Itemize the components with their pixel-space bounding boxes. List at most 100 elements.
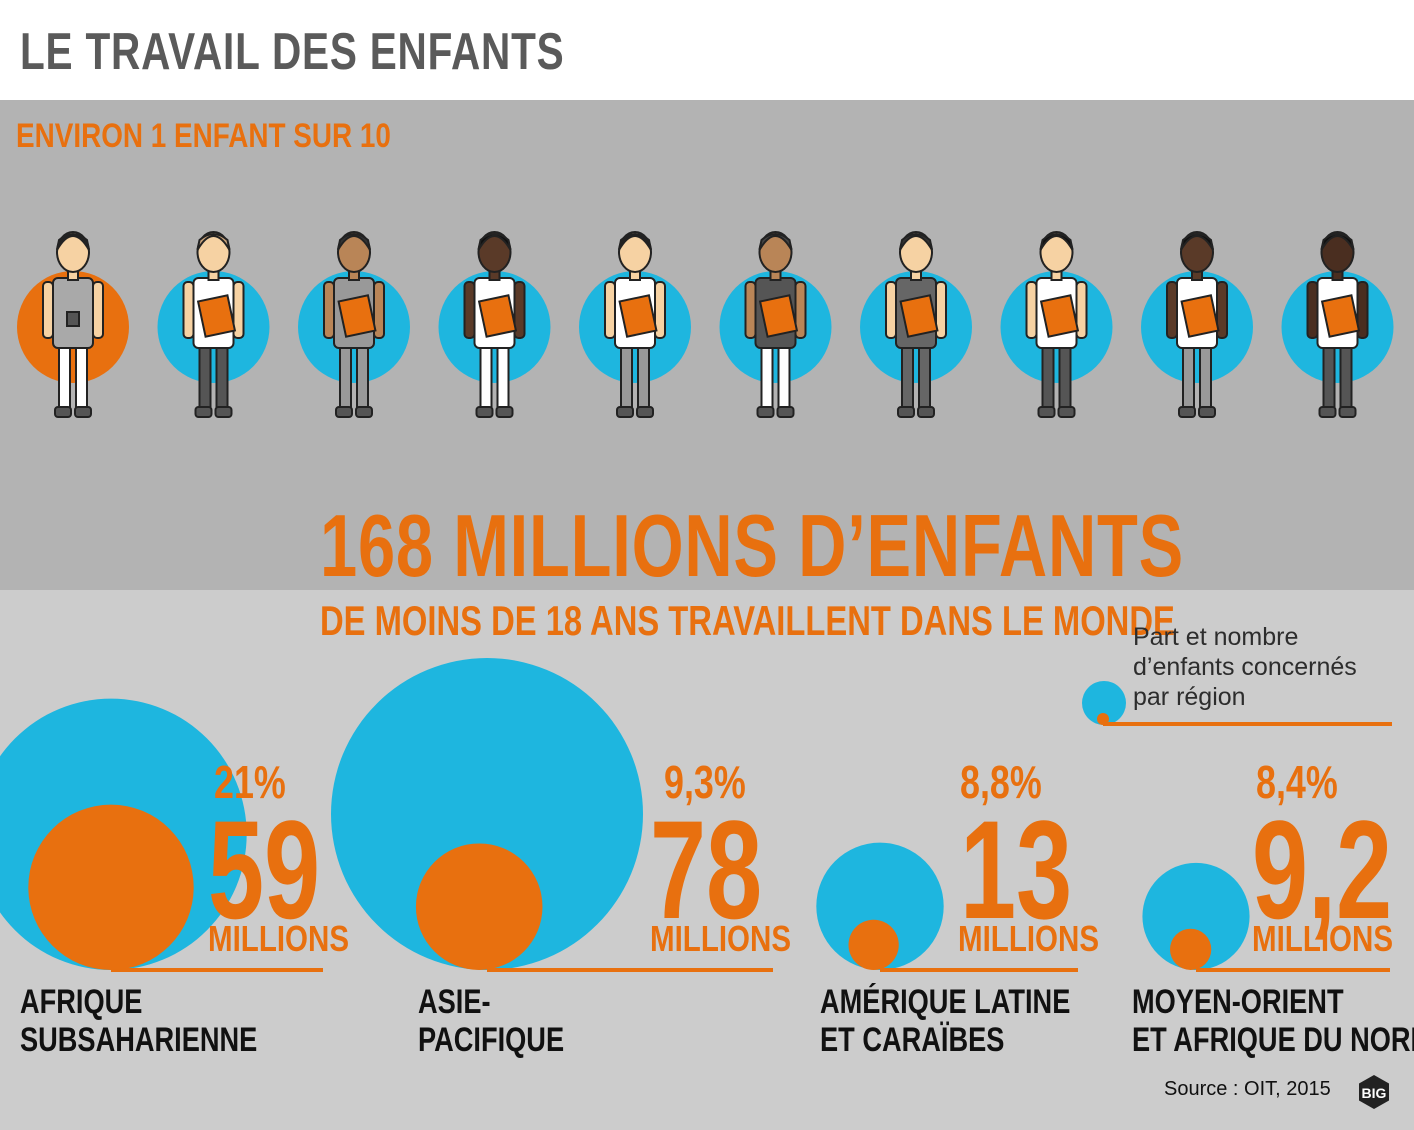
headline: 168 MILLIONS D’ENFANTS xyxy=(320,496,1184,595)
child-hair xyxy=(196,233,231,251)
child-arm xyxy=(885,281,897,339)
child-shoe xyxy=(756,406,775,418)
logo-text: BIG xyxy=(1362,1085,1387,1101)
child-arm xyxy=(513,281,526,339)
child-shoe xyxy=(1057,406,1076,418)
child-shoe xyxy=(1198,406,1216,418)
child-head xyxy=(758,231,793,273)
book-icon xyxy=(1320,294,1361,338)
child-arm xyxy=(1075,281,1088,339)
child-figure xyxy=(17,231,129,418)
child-hair xyxy=(477,233,512,251)
child-shoe xyxy=(74,406,92,418)
child-arm xyxy=(463,281,476,339)
region-name-line: PACIFIQUE xyxy=(418,1021,565,1059)
share-bubble xyxy=(415,843,543,970)
child-arm xyxy=(604,281,616,339)
child-shoe xyxy=(355,406,373,418)
share-bubble xyxy=(848,919,899,970)
subline: DE MOINS DE 18 ANS TRAVAILLENT DANS LE M… xyxy=(320,597,1175,644)
page-title: LE TRAVAIL DES ENFANTS xyxy=(20,23,565,81)
child-shoe xyxy=(54,406,72,418)
share-label: 8,4% xyxy=(1256,756,1338,808)
child-shoe xyxy=(1037,406,1056,418)
region-name-line: ET AFRIQUE DU NORD xyxy=(1132,1021,1414,1059)
child-arm xyxy=(935,281,947,339)
child-arm xyxy=(1306,281,1319,339)
region-bubble xyxy=(1142,862,1250,970)
child-head xyxy=(899,231,933,273)
child-arm xyxy=(744,281,757,339)
child-arm xyxy=(373,281,385,339)
child-figure xyxy=(719,231,832,418)
child-shoe xyxy=(1338,406,1357,418)
legend-line: Part et nombre xyxy=(1133,623,1299,651)
legend-line: par région xyxy=(1133,683,1246,711)
region-name: AFRIQUE SUBSAHARIENNE xyxy=(20,983,257,1059)
book-icon xyxy=(758,294,799,338)
region-name: MOYEN-ORIENT ET AFRIQUE DU NORD xyxy=(1132,983,1414,1059)
child-shoe xyxy=(897,406,915,418)
child-arm xyxy=(1216,281,1228,339)
child-shoe xyxy=(776,406,795,418)
region-bubble xyxy=(816,842,944,971)
child-head xyxy=(1320,231,1355,273)
child-hair xyxy=(1039,233,1074,251)
region-name-line: ET CARAÏBES xyxy=(820,1021,1005,1059)
share-label: 21% xyxy=(214,756,286,808)
child-figure xyxy=(298,231,410,418)
region-name-line: AMÉRIQUE LATINE xyxy=(820,983,1071,1021)
unit-label: MILLIONS xyxy=(208,918,350,959)
book-icon xyxy=(618,294,658,338)
share-label: 9,3% xyxy=(664,756,746,808)
child-shoe xyxy=(1318,406,1337,418)
child-arm xyxy=(232,281,245,339)
child-arm xyxy=(182,281,195,339)
child-shoe xyxy=(194,406,213,418)
unit-label: MILLIONS xyxy=(958,918,1100,959)
unit-label: MILLIONS xyxy=(1252,918,1394,959)
child-arm xyxy=(1166,281,1178,339)
hammer-icon xyxy=(66,311,80,327)
child-shoe xyxy=(214,406,233,418)
child-figure xyxy=(438,231,551,418)
region-name-line: MOYEN-ORIENT xyxy=(1132,983,1344,1021)
source-note: Source : OIT, 2015 xyxy=(1164,1078,1331,1100)
child-shoe xyxy=(495,406,514,418)
child-hair xyxy=(899,233,933,251)
child-figure xyxy=(1141,231,1253,418)
child-head xyxy=(477,231,512,273)
child-shoe xyxy=(616,406,634,418)
share-bubble xyxy=(1169,928,1212,970)
region-name: ASIE- PACIFIQUE xyxy=(418,983,564,1059)
child-hair xyxy=(758,233,793,251)
child-shoe xyxy=(475,406,494,418)
region-name-line: SUBSAHARIENNE xyxy=(20,1021,258,1059)
region-bubble xyxy=(331,658,643,970)
child-head xyxy=(337,231,371,273)
child-arm xyxy=(92,281,104,339)
child-figure xyxy=(860,231,972,418)
book-icon xyxy=(1039,294,1080,338)
child-head xyxy=(618,231,652,273)
child-head xyxy=(1180,231,1214,273)
count-label: 78 xyxy=(650,791,763,948)
big-logo-icon: BIG xyxy=(1359,1075,1389,1109)
child-figure xyxy=(579,231,691,418)
child-figure xyxy=(1000,231,1113,418)
child-hair xyxy=(1320,233,1355,251)
child-head xyxy=(56,231,90,273)
share-bubble xyxy=(28,804,194,970)
child-hair xyxy=(337,233,371,251)
unit-label: MILLIONS xyxy=(650,918,792,959)
region-name: AMÉRIQUE LATINE ET CARAÏBES xyxy=(820,983,1070,1059)
legend-bubble-icon xyxy=(1082,681,1126,725)
region-name-line: AFRIQUE xyxy=(20,983,143,1021)
child-arm xyxy=(654,281,666,339)
count-label: 13 xyxy=(960,791,1073,948)
child-hair xyxy=(1180,233,1214,251)
book-icon xyxy=(337,294,377,338)
child-shoe xyxy=(636,406,654,418)
child-hair xyxy=(56,233,90,251)
